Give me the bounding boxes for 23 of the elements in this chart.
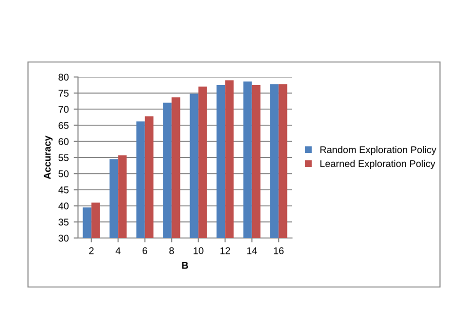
x-axis-title: B [182, 262, 188, 269]
x-tick-label: 6 [142, 247, 148, 254]
x-tick-label: 10 [194, 247, 204, 254]
y-tick-label: 70 [58, 106, 69, 113]
x-tick-label: 14 [247, 247, 257, 254]
y-tick-label: 45 [58, 186, 69, 194]
y-tick-label: 75 [58, 90, 69, 97]
x-tick-label: 4 [116, 247, 121, 254]
legend-label: Random Exploration Policy [320, 146, 436, 156]
legend-label: Learned Exploration Policy [320, 160, 436, 169]
y-tick-label: 55 [58, 154, 69, 162]
x-tick-label: 2 [89, 247, 94, 254]
x-tick-label: 12 [220, 247, 230, 254]
y-axis-title: Accuracy [44, 136, 53, 180]
y-tick-label: 35 [58, 218, 69, 226]
y-tick-label: 65 [58, 122, 69, 129]
y-tick-label: 40 [58, 202, 69, 210]
x-tick-label: 16 [274, 247, 284, 254]
y-tick-label: 50 [58, 170, 69, 178]
x-tick-label: 8 [169, 247, 174, 254]
y-tick-label: 60 [58, 138, 69, 146]
y-tick-label: 30 [58, 234, 69, 242]
y-tick-label: 80 [58, 74, 69, 81]
